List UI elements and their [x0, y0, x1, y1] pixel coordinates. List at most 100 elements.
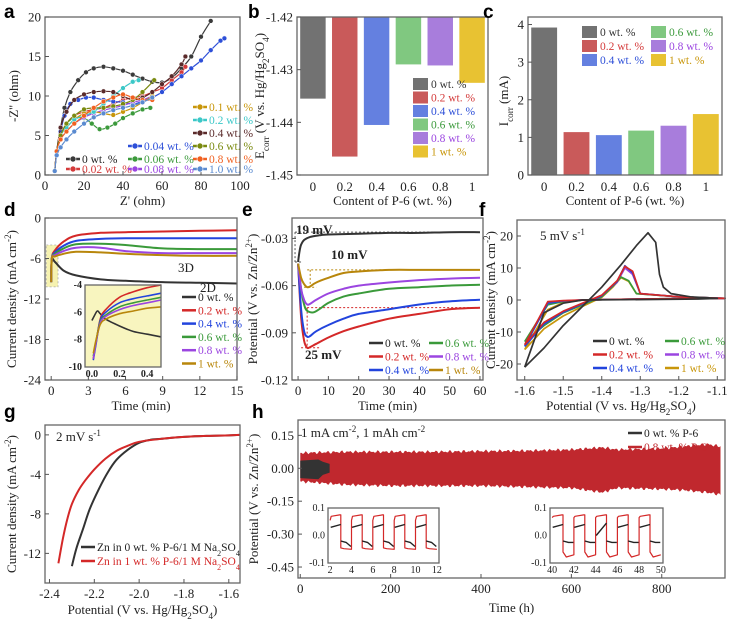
- inset-series-black: [617, 523, 629, 528]
- inset-series-black: [373, 523, 384, 528]
- panel-label: f: [479, 200, 486, 221]
- inset-x-tick: 46: [612, 565, 622, 576]
- inset-x-tick: 2: [328, 565, 333, 576]
- x-tick-label: 1: [703, 179, 710, 194]
- legend-label: 0.2 wt. %: [600, 41, 645, 53]
- inset-y-tick: -0.1: [531, 558, 547, 569]
- data-point: [130, 72, 136, 78]
- y-axis-label-part: SO: [252, 42, 267, 59]
- panel-label: c: [483, 2, 494, 23]
- legend-swatch: [651, 54, 666, 66]
- y-axis-label-part: -Z'' (ohm): [6, 70, 21, 122]
- y-axis-label-part: ): [4, 435, 19, 439]
- legend: 0.1 wt. %0.2 wt. %0.4 wt. % 0.04 wt. % 0.6…: [66, 102, 254, 176]
- y-tick-label: -0.09: [261, 325, 288, 340]
- inset-2: -0.1 0.0 0.1 40 42 44 46 48 50: [531, 503, 666, 576]
- x-tick-label: 800: [652, 581, 672, 596]
- legend-item: 0.6 wt. %: [193, 141, 254, 153]
- legend-swatch: [413, 78, 428, 90]
- legend-marker: [69, 165, 77, 173]
- legend-item: 0.2 wt. %: [369, 352, 430, 364]
- inset-x-tick: 10: [411, 565, 421, 576]
- legend-label: 0 wt. %: [431, 79, 467, 91]
- y-tick-label: 5: [35, 128, 42, 143]
- data-point: [208, 47, 214, 53]
- data-point: [100, 64, 107, 70]
- inset-series-black: [595, 522, 608, 536]
- y-axis-label-part: Current density (mA cm: [4, 447, 19, 573]
- legend-item: 0.4 wt. %: [182, 319, 243, 331]
- inset-y-tick: -8: [74, 335, 82, 346]
- y-tick-label: 2: [518, 92, 525, 107]
- inset: -10 -8 -6 -4 0.0 0.2 0.4: [69, 280, 162, 380]
- legend-label: 0 wt. %: [385, 338, 421, 350]
- legend-label: 0.4 wt. %: [198, 319, 243, 331]
- legend-label: 0 wt. %: [600, 27, 636, 39]
- legend-label-part: SO: [221, 542, 236, 554]
- y-axis-label-part: corr: [261, 136, 271, 151]
- y-axis-label-part: ): [245, 234, 260, 238]
- y-tick-label: -4: [30, 467, 41, 482]
- x-tick-label: 0.6: [400, 179, 417, 194]
- y-tick-label: -0.15: [267, 494, 294, 509]
- inset-series-black: [639, 523, 651, 528]
- legend: 0 wt. %0.2 wt. %0.4 wt. %0.6 wt. %0.8 wt…: [582, 26, 714, 67]
- x-tick-label: 400: [471, 581, 491, 596]
- legend-item: 0.6 wt. %: [182, 332, 243, 344]
- y-tick-label: -18: [24, 332, 41, 347]
- series-0wt: [523, 231, 719, 368]
- x-tick-label: 0.2: [568, 179, 584, 194]
- legend-label: 0.6 wt. %: [431, 120, 476, 132]
- x-tick-label: 0.4: [601, 179, 618, 194]
- data-point: [151, 77, 157, 83]
- panel-d: d -24 -18 -12 -6 0 0 3 6 9 12 15 Time (min) Current d…: [3, 200, 244, 413]
- x-tick-label: 9: [159, 383, 166, 398]
- y-tick-label: -8: [30, 506, 41, 521]
- x-tick-label: 60: [156, 178, 169, 193]
- data-point: [198, 34, 204, 40]
- legend-item: 0.8 wt. %: [429, 352, 490, 364]
- x-axis-label: Z' (ohm): [120, 193, 165, 208]
- y-tick-label: 20: [500, 229, 513, 244]
- data-point: [63, 128, 70, 135]
- plot-frame: [44, 424, 241, 584]
- y-axis-label: Current density (mA cm-2): [3, 230, 19, 368]
- legend-marker: [196, 165, 204, 173]
- y-axis-label-part: ): [4, 230, 19, 234]
- legend-label: 0.8 wt. %: [669, 41, 714, 53]
- inset-x-tick: 6: [370, 565, 375, 576]
- scan-rate-annotation-part: -1: [93, 428, 101, 438]
- series-0.8wt-envelope: [300, 443, 721, 496]
- y-tick-label: 4: [518, 17, 525, 32]
- legend-item: 0.4 wt. %: [193, 128, 254, 140]
- legend-item: 0.8 wt. %: [665, 350, 726, 362]
- legend: 0 wt. %0.2 wt. %0.4 wt. %0.6 wt. %0.8 wt…: [369, 338, 490, 377]
- y-axis-label: Icorr (mA): [496, 76, 515, 126]
- legend-item: 0.6 wt. %: [665, 336, 726, 348]
- inset-x-tick: 42: [569, 565, 579, 576]
- scan-rate-annotation-part: 5 mV s: [540, 228, 577, 243]
- y-axis-label-part: Potential (V vs. Zn/Zn: [246, 447, 261, 564]
- test-condition-annotation-part: -2: [349, 424, 357, 434]
- data-point: [130, 110, 136, 117]
- x-tick-label: 0: [541, 179, 548, 194]
- legend-label: 0.4 wt. %: [431, 106, 476, 118]
- legend-item: 0.2 wt. %: [182, 305, 243, 317]
- legend-label: 0.2 wt. %: [385, 352, 430, 364]
- y-axis-label-part: E: [252, 151, 267, 159]
- bar-0: [531, 27, 558, 176]
- legend-label: 0.8 wt. %: [445, 352, 490, 364]
- inset-y-tick: -6: [74, 307, 82, 318]
- y-tick-label: -6: [30, 251, 41, 266]
- y-tick-label: -0.45: [267, 560, 294, 575]
- legend-item: 0.08 wt. %: [128, 164, 194, 176]
- x-tick-label: 20: [78, 178, 91, 193]
- y-tick-label: -1.45: [266, 168, 293, 183]
- legend-swatch: [413, 105, 428, 117]
- data-point: [178, 73, 185, 79]
- legend-label: 0.8 wt. %: [681, 350, 726, 362]
- data-point: [188, 65, 194, 71]
- data-point: [147, 105, 153, 111]
- x-tick-label: -1.6: [218, 586, 239, 601]
- legend-item: 0.8 wt. %: [182, 345, 243, 357]
